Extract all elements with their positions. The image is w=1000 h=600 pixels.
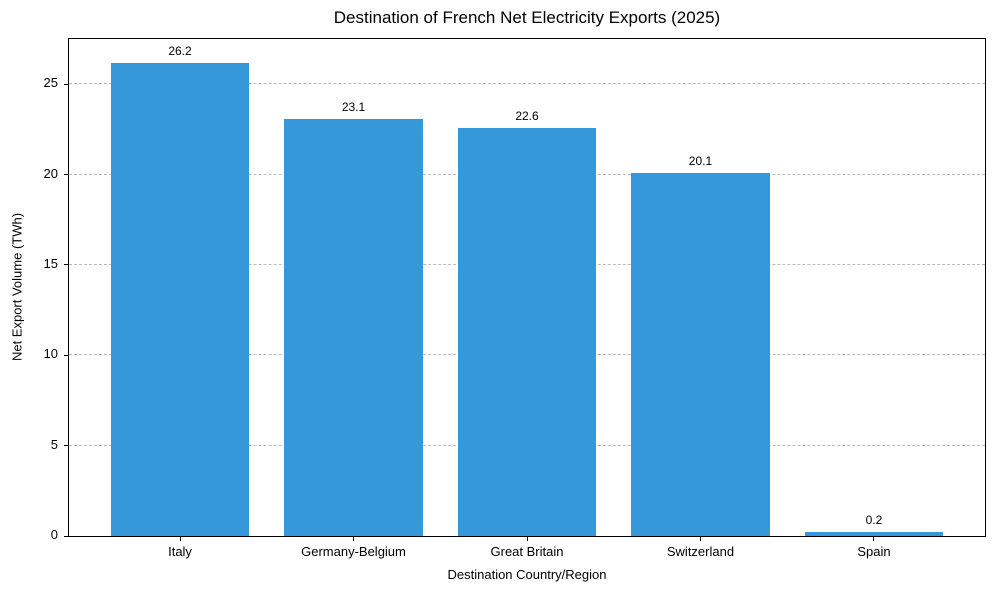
x-tick-mark — [526, 537, 528, 541]
x-tick-mark — [699, 537, 701, 541]
bar-italy — [110, 62, 250, 536]
bar-value-label: 22.6 — [515, 108, 539, 123]
y-tick-label: 5 — [50, 436, 58, 452]
y-tick-label: 0 — [50, 527, 58, 542]
y-tick-mark — [64, 535, 68, 537]
y-tick-mark — [64, 445, 68, 447]
y-tick-mark — [64, 354, 68, 356]
bar-value-label: 20.1 — [688, 153, 713, 168]
bar-switzerland — [631, 172, 770, 536]
x-tick-mark — [179, 537, 181, 541]
y-tick-mark — [64, 174, 68, 176]
bar-great-britain — [457, 127, 597, 536]
y-axis-label: Net Export Volume (TWh) — [9, 212, 25, 362]
y-tick-label: 25 — [43, 75, 58, 91]
y-tick-label: 10 — [43, 346, 58, 362]
x-tick-label: Italy — [168, 544, 192, 559]
x-tick-label: Switzerland — [666, 544, 735, 559]
bar-value-label: 0.2 — [865, 513, 883, 528]
y-tick-label: 20 — [43, 165, 58, 181]
bar-germany-belgium — [284, 118, 423, 536]
y-tick-mark — [64, 264, 68, 266]
x-tick-label: Great Britain — [490, 544, 564, 559]
x-tick-label: Germany-Belgium — [301, 544, 406, 559]
bar-spain — [804, 532, 944, 536]
chart-title: Destination of French Net Electricity Ex… — [333, 8, 721, 27]
bar-value-label: 23.1 — [341, 99, 366, 114]
gridline — [69, 83, 985, 85]
bar-value-label: 26.2 — [168, 43, 192, 58]
plot-area: 26.2 23.1 22.6 20.1 0.2 — [68, 38, 986, 537]
y-tick-label: 15 — [43, 255, 58, 271]
x-tick-mark — [353, 537, 354, 541]
x-axis-label: Destination Country/Region — [447, 567, 607, 582]
y-tick-mark — [64, 83, 68, 85]
x-tick-mark — [873, 537, 875, 541]
x-tick-label: Spain — [857, 544, 891, 559]
